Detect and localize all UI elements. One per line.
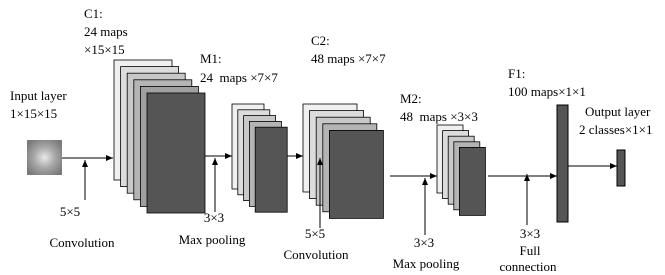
f1-layer — [557, 105, 568, 222]
feature-map — [255, 127, 287, 212]
layer-label: F1: — [508, 66, 525, 81]
feature-maps — [114, 60, 485, 218]
layer-label: C2: — [311, 33, 330, 48]
layer-label: 24 maps ×7×7 — [200, 70, 278, 85]
layer-label: 100 maps×1×1 — [508, 84, 586, 99]
layer-label: 2 classes×1×1 — [579, 122, 653, 137]
operation-label: Convolution — [49, 235, 115, 250]
operation-label: 5×5 — [305, 226, 325, 241]
layer-label: C1: — [84, 6, 103, 21]
operation-label: connection — [499, 259, 557, 274]
layer-label: Output layer — [585, 104, 651, 119]
layer-label: M2: — [400, 91, 422, 106]
layer-label: M1: — [200, 51, 222, 66]
layer-label: 48 maps ×7×7 — [311, 51, 386, 66]
feature-map — [329, 130, 383, 218]
output-layer — [617, 150, 625, 186]
operation-label: 3×3 — [414, 235, 434, 250]
operation-label: 5×5 — [60, 204, 80, 219]
operation-label: 3×3 — [204, 210, 224, 225]
layer-label: 1×15×15 — [10, 106, 57, 121]
cnn-diagram: Input layer 1×15×15 C1: 24 maps ×15×15 M… — [0, 0, 665, 275]
layer-label: 48 maps ×3×3 — [400, 109, 478, 124]
operation-label: 3×3 — [520, 226, 540, 241]
operation-label: Full — [520, 243, 541, 258]
operation-label: Convolution — [283, 247, 349, 262]
operation-label: Max pooling — [179, 232, 246, 247]
layer-label: ×15×15 — [84, 42, 125, 57]
input-image — [27, 140, 62, 175]
feature-map — [459, 147, 485, 215]
layer-label: Input layer — [10, 88, 67, 103]
operation-label: Max pooling — [393, 256, 460, 271]
layer-label: 24 maps — [84, 24, 128, 39]
feature-map — [147, 93, 205, 213]
